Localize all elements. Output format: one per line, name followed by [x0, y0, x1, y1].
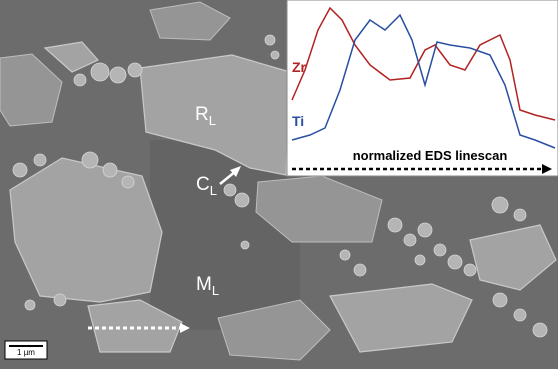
particle: [25, 300, 35, 310]
particle: [388, 218, 402, 232]
grain: [10, 158, 162, 302]
particle: [404, 234, 416, 246]
particle: [271, 51, 279, 59]
particle: [122, 176, 134, 188]
particle: [354, 264, 366, 276]
zr-label: Zr: [292, 59, 307, 75]
particle: [448, 255, 462, 269]
particle: [464, 264, 476, 276]
particle: [493, 293, 507, 307]
scale-bar: 1 µm: [5, 341, 47, 359]
particle: [110, 67, 126, 83]
particle: [265, 35, 275, 45]
particle: [54, 294, 66, 306]
particle: [235, 193, 249, 207]
particle: [128, 63, 142, 77]
particle: [103, 163, 117, 177]
inset-caption: normalized EDS linescan: [353, 148, 508, 163]
particle: [340, 250, 350, 260]
particle: [492, 197, 508, 213]
particle: [514, 309, 526, 321]
particle: [415, 255, 425, 265]
scale-label: 1 µm: [17, 348, 35, 357]
particle: [418, 223, 432, 237]
micrograph: RL CL ML 1 µm Zr Ti normalized EDS lines…: [0, 0, 558, 369]
particle: [241, 241, 249, 249]
particle: [34, 154, 46, 166]
particle: [91, 63, 109, 81]
ti-label: Ti: [292, 113, 304, 129]
particle: [74, 74, 86, 86]
particle: [224, 184, 236, 196]
particle: [514, 209, 526, 221]
particle: [434, 244, 446, 256]
particle: [82, 152, 98, 168]
particle: [533, 323, 547, 337]
eds-inset: Zr Ti normalized EDS linescan: [287, 0, 558, 176]
particle: [13, 163, 27, 177]
